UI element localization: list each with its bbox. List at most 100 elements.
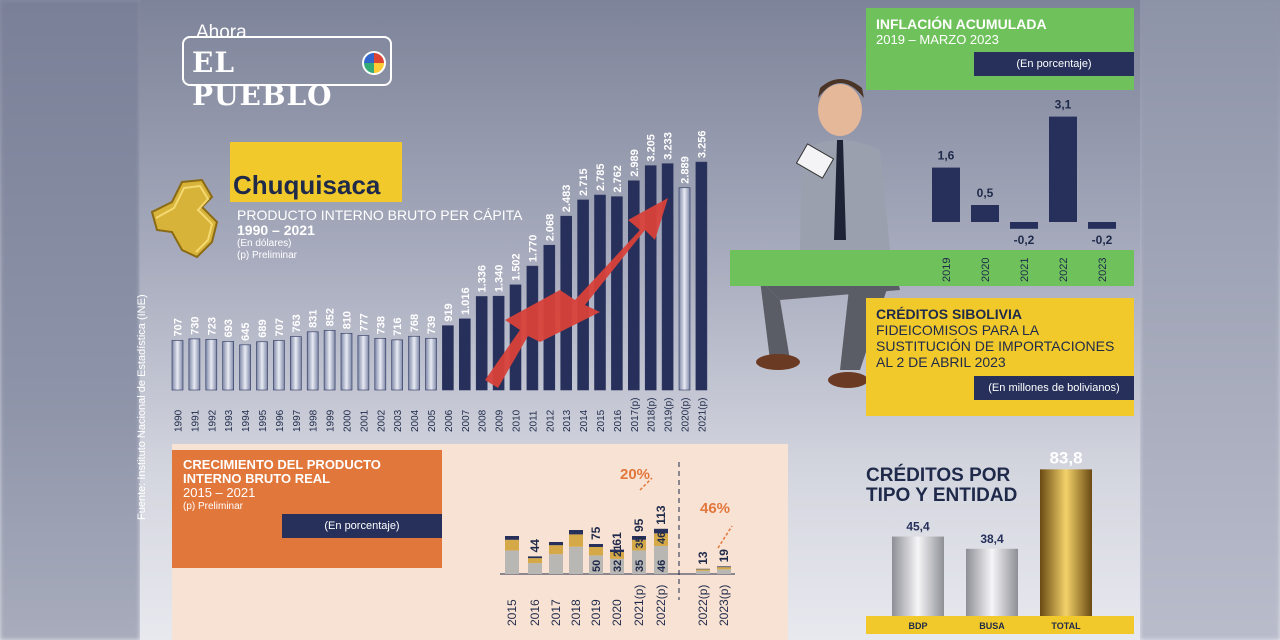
- inflation-value-label: -0,2: [1092, 233, 1113, 247]
- growth-year-label: 2022(p): [696, 585, 710, 626]
- gdp-bar: [340, 332, 353, 391]
- growth-year-label: 2017: [549, 599, 563, 626]
- gdp-year-label: 2001: [359, 409, 370, 432]
- growth-year-label: 2022(p): [654, 585, 668, 626]
- inflation-year-label: 2019: [941, 258, 953, 282]
- gdp-year-label: 2009: [495, 409, 506, 432]
- credits-type-title: CRÉDITOS POR TIPO Y ENTIDAD: [866, 466, 1017, 506]
- gdp-bar-label: 2.785: [595, 164, 607, 192]
- inflation-bar: [1010, 222, 1038, 229]
- gdp-chart: 707 1990 730 1991 723 1992 693 1993 645 1994 689 19…: [171, 131, 708, 432]
- growth-segment: [654, 533, 668, 546]
- growth-segment: [632, 539, 646, 551]
- gdp-bar: [594, 194, 606, 391]
- credits-type-title-2: TIPO Y ENTIDAD: [866, 485, 1018, 506]
- gdp-year-label: 2019(p): [664, 398, 675, 432]
- growth-segment: [610, 558, 624, 574]
- gdp-bar: [205, 339, 218, 391]
- inflation-year-label: 2020: [980, 258, 992, 282]
- gdp-bar-label: 738: [375, 316, 387, 334]
- growth-segment-label: 21: [612, 545, 624, 557]
- gdp-bar-label: 1.340: [494, 265, 506, 293]
- gdp-year-label: 2002: [376, 409, 387, 432]
- growth-segment-label: 46: [656, 532, 668, 544]
- growth-total-label: 95: [632, 518, 646, 532]
- growth-segment: [528, 563, 542, 574]
- credits-value-label: 45,4: [906, 520, 930, 534]
- inflation-value-label: 0,5: [977, 186, 994, 200]
- gdp-bar: [357, 335, 370, 391]
- inflation-value-label: 1,6: [938, 149, 955, 163]
- gdp-bar: [644, 165, 657, 391]
- gdp-year-label: 1995: [258, 409, 269, 432]
- gdp-bar-label: 707: [173, 318, 185, 336]
- gdp-year-label: 1996: [275, 409, 286, 432]
- credits-category-label: BDP: [908, 621, 927, 631]
- growth-annotation-label: 20%: [620, 466, 650, 483]
- growth-segment: [528, 556, 542, 559]
- logo-frame: [182, 36, 392, 86]
- gdp-bar: [222, 341, 234, 391]
- gdp-year-label: 2012: [545, 409, 556, 432]
- growth-segment: [717, 567, 731, 570]
- credits-chart: 45,4 BDP 38,4 BUSA 83,8 TOTAL: [892, 448, 1092, 631]
- growth-year-label: 2019: [589, 599, 603, 626]
- inflation-title: INFLACIÓN ACUMULADA: [876, 16, 1047, 32]
- gdp-bar-label: 645: [240, 322, 252, 340]
- gdp-year-label: 2000: [343, 409, 354, 432]
- growth-year-label: 2020: [610, 599, 624, 626]
- growth-total-label: 13: [696, 551, 710, 565]
- growth-annotation-arrow-icon: [639, 477, 653, 491]
- growth-segment: [610, 552, 624, 559]
- growth-total-label: 61: [610, 532, 624, 546]
- gdp-bar-label: 2.762: [612, 165, 624, 193]
- growth-year-label: 2023(p): [717, 585, 731, 626]
- gdp-year-label: 2016: [613, 409, 624, 432]
- gdp-bar-label: 2.483: [561, 185, 573, 213]
- gdp-year-label: 1998: [309, 409, 320, 432]
- gdp-bar-label: 777: [358, 313, 370, 331]
- gdp-bar: [425, 337, 437, 391]
- gdp-year-label: 2014: [579, 409, 590, 432]
- gdp-bar-label: 1.770: [527, 235, 539, 263]
- growth-segment: [528, 558, 542, 564]
- gdp-year-label: 2007: [461, 409, 472, 432]
- gdp-bar: [289, 336, 302, 391]
- gdp-year-label: 2017(p): [630, 398, 641, 432]
- blurred-right-background: [1140, 0, 1280, 640]
- credits-title-block: CRÉDITOS SIBOLIVIA FIDEICOMISOS PARA LA …: [876, 306, 1114, 370]
- growth-segment-label: 35: [634, 560, 646, 572]
- gdp-bar-label: 707: [274, 318, 286, 336]
- gdp-year-label: 2021(p): [697, 398, 708, 432]
- credits-value-label: 38,4: [980, 532, 1004, 546]
- gdp-year-label: 1990: [174, 409, 185, 432]
- credits-subtitle-1: FIDEICOMISOS PARA LA: [876, 322, 1040, 338]
- gdp-bar: [475, 296, 488, 391]
- inflation-header: [866, 8, 1134, 90]
- growth-total-label: 113: [654, 505, 668, 525]
- growth-segment: [505, 550, 519, 574]
- inflation-bar: [1049, 116, 1077, 222]
- gdp-bar: [678, 187, 691, 391]
- growth-header: [172, 450, 442, 568]
- growth-title-2: INTERNO BRUTO REAL: [183, 471, 331, 486]
- gdp-bar-label: 2.989: [629, 149, 641, 177]
- inflation-bar: [932, 167, 960, 222]
- gdp-year-label: 1994: [241, 409, 252, 432]
- gdp-year-label: 2006: [444, 409, 455, 432]
- gdp-year-label: 2013: [562, 409, 573, 432]
- gdp-year-label: 2003: [393, 409, 404, 432]
- credits-subtitle-3: AL 2 DE ABRIL 2023: [876, 354, 1006, 370]
- gdp-bar-label: 739: [426, 316, 438, 334]
- gdp-bar: [408, 335, 420, 391]
- growth-segment: [505, 536, 519, 540]
- gdp-year-label: 1991: [190, 409, 201, 432]
- gdp-year-label: 2015: [596, 409, 607, 432]
- gdp-bar: [695, 161, 708, 391]
- growth-arrow-icon: [485, 198, 668, 388]
- growth-segment: [654, 545, 668, 574]
- gdp-bar: [458, 318, 471, 391]
- growth-year-label: 2015: [505, 599, 519, 626]
- growth-segment: [589, 555, 603, 574]
